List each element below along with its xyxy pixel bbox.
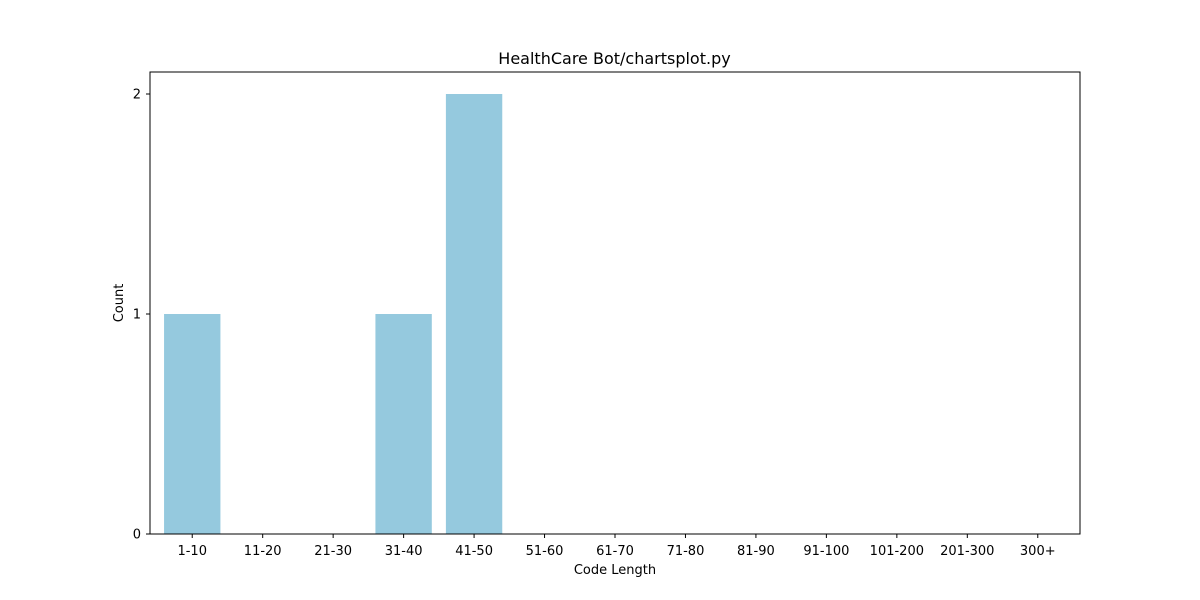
x-tick-label: 11-20 [244, 544, 282, 559]
x-tick-label: 91-100 [803, 544, 849, 559]
y-axis-label: Count [112, 284, 127, 323]
x-tick-label: 81-90 [737, 544, 775, 559]
x-tick-label: 21-30 [314, 544, 352, 559]
plot-area-frame [149, 71, 1081, 535]
y-tick-label: 2 [133, 88, 141, 103]
bar-31-40 [375, 314, 432, 534]
y-tick-label: 0 [133, 528, 141, 543]
x-axis-label: Code Length [574, 563, 656, 578]
x-tick-label: 101-200 [870, 544, 924, 559]
bar-41-50 [445, 94, 503, 534]
x-tick-label: 1-10 [177, 544, 207, 559]
bars-group [164, 94, 503, 534]
chart-title: HealthCare Bot/chartsplot.py [498, 49, 730, 68]
x-axis: 1-10 11-20 21-30 31-40 41-50 51-60 61-70 71-80 8… [177, 534, 1056, 559]
bar-1-10 [164, 314, 221, 534]
x-tick-label: 201-300 [940, 544, 994, 559]
x-tick-label: 51-60 [526, 544, 564, 559]
x-tick-label: 71-80 [667, 544, 705, 559]
x-tick-label: 61-70 [596, 544, 634, 559]
x-tick-label: 31-40 [385, 544, 423, 559]
y-axis: 0 1 2 [133, 88, 150, 543]
y-tick-label: 1 [133, 308, 141, 323]
x-tick-label: 41-50 [455, 544, 493, 559]
x-tick-label: 300+ [1020, 544, 1056, 559]
